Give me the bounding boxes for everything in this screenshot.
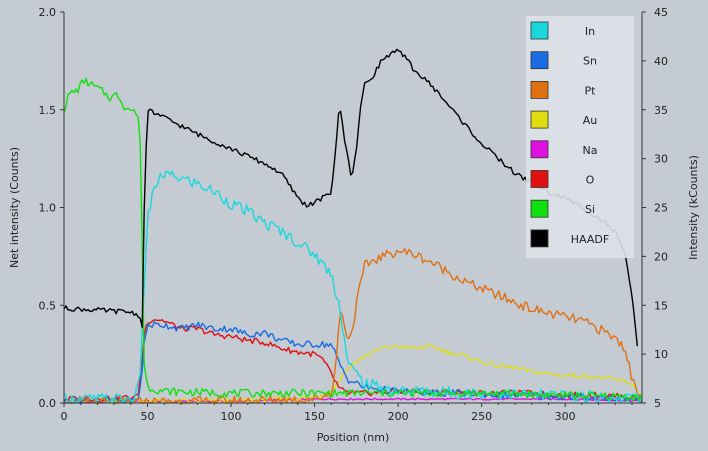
y-tick-label: 0.5: [39, 299, 57, 312]
y2-tick-label: 5: [654, 397, 661, 410]
y2-tick-label: 15: [654, 299, 668, 312]
y2-axis-title: Intensity (kCounts): [687, 155, 700, 260]
series-line-si: [63, 77, 642, 402]
legend-swatch-si: [530, 199, 549, 218]
legend-swatch-in: [530, 21, 549, 40]
legend-label-o: O: [586, 174, 595, 187]
y-tick-label: 0.0: [39, 397, 57, 410]
y2-tick-label: 35: [654, 104, 668, 117]
legend-swatch-haadf: [530, 229, 549, 248]
legend-swatch-sn: [530, 51, 549, 70]
x-tick-label: 200: [388, 410, 409, 423]
x-tick-label: 50: [141, 410, 155, 423]
y-axis-title: Net intensity (Counts): [8, 147, 21, 268]
legend-label-in: In: [585, 25, 595, 38]
x-tick-label: 0: [61, 410, 68, 423]
legend-label-haadf: HAADF: [571, 233, 609, 246]
x-tick-label: 250: [471, 410, 492, 423]
x-tick-label: 300: [555, 410, 576, 423]
y2-tick-label: 30: [654, 153, 668, 166]
legend-label-au: Au: [583, 114, 598, 127]
legend-label-si: Si: [585, 203, 595, 216]
legend-label-sn: Sn: [583, 55, 597, 68]
series-line-o: [63, 319, 642, 402]
series-line-in: [63, 170, 642, 404]
x-tick-label: 100: [221, 410, 242, 423]
legend-swatch-o: [530, 170, 549, 188]
y-tick-label: 2.0: [39, 6, 57, 19]
series-line-au: [64, 343, 642, 404]
y2-tick-label: 20: [654, 250, 668, 263]
legend-label-na: Na: [583, 144, 598, 157]
legend-swatch-au: [530, 110, 549, 129]
y2-tick-label: 40: [654, 55, 668, 68]
y-tick-label: 1.0: [39, 202, 57, 215]
legend-label-pt: Pt: [585, 84, 597, 97]
x-axis-title: Position (nm): [317, 431, 390, 444]
x-tick-label: 150: [304, 410, 325, 423]
y2-tick-label: 45: [654, 6, 668, 19]
y-tick-label: 1.5: [39, 104, 57, 117]
y2-tick-label: 25: [654, 202, 668, 215]
legend-swatch-na: [530, 140, 549, 159]
y2-tick-label: 10: [654, 348, 668, 361]
legend-swatch-pt: [530, 81, 549, 99]
